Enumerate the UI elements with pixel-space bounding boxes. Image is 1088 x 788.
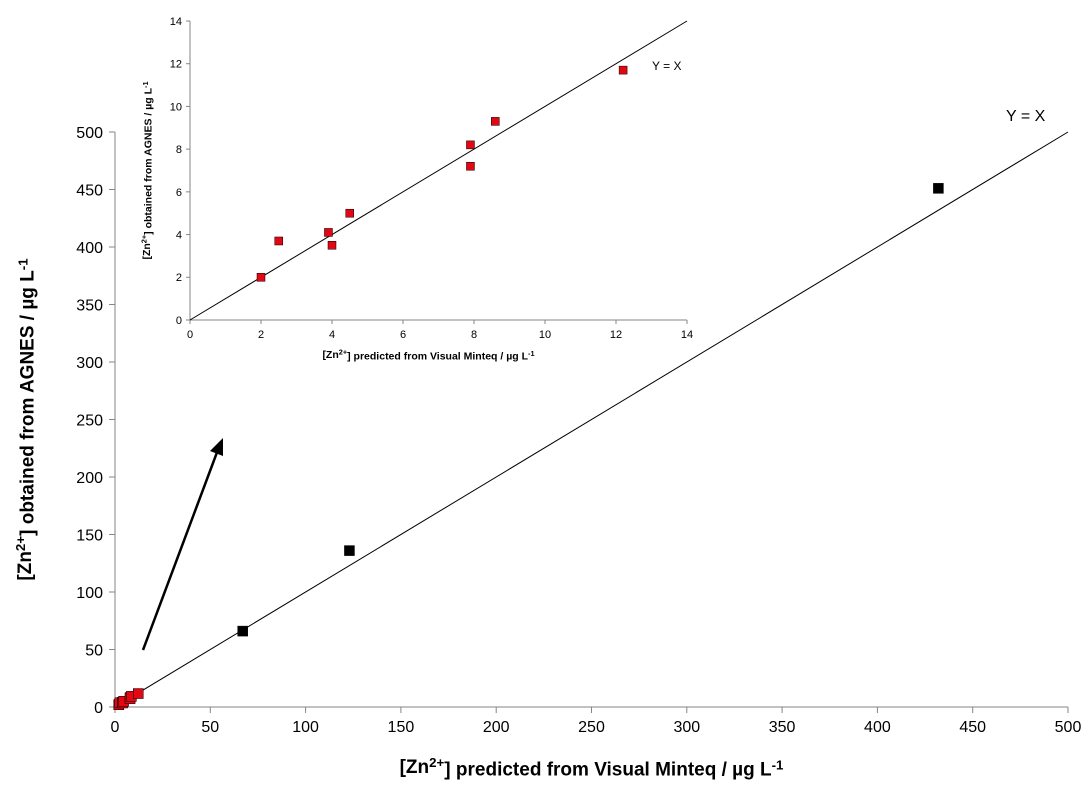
y-tick-label: 4 (176, 230, 182, 242)
y-tick-label: 10 (170, 101, 182, 113)
data-point (324, 228, 333, 237)
x-axis-title: [Zn2+] predicted from Visual Minteq / µg… (322, 348, 534, 363)
x-tick-label: 10 (539, 329, 551, 341)
y-tick-label: 14 (170, 16, 182, 28)
x-tick-label: 400 (864, 719, 891, 736)
data-point (618, 65, 628, 75)
data-point (256, 273, 266, 282)
y-tick-label: 2 (176, 272, 182, 284)
x-tick-label: 200 (483, 719, 510, 736)
x-tick-label: 150 (388, 719, 415, 736)
x-tick-label: 12 (610, 329, 622, 341)
arrow-annotation (141, 438, 223, 651)
identity-line-label: Y = X (1006, 108, 1046, 125)
data-point (344, 545, 355, 556)
x-tick-label: 2 (258, 329, 264, 341)
x-tick-label: 14 (681, 329, 693, 341)
main-chart: 0 50 100 150 200 250 300 350 400 450 5000501001502… (13, 108, 1081, 781)
x-tick-label: 8 (471, 329, 477, 341)
y-tick-label: 200 (76, 470, 103, 487)
y-tick-label: 50 (85, 642, 103, 659)
x-tick-label: 500 (1055, 719, 1082, 736)
x-tick-label: 0 (187, 329, 193, 341)
x-tick-label: 450 (959, 719, 986, 736)
y-tick-label: 250 (76, 412, 103, 429)
y-axis-title: [Zn2+] obtained from AGNES / µg L-1 (13, 258, 39, 581)
x-tick-label: 100 (292, 719, 319, 736)
data-point (345, 208, 354, 218)
identity-line (189, 20, 688, 321)
data-point (491, 117, 500, 126)
y-tick-label: 500 (76, 125, 103, 142)
y-tick-label: 8 (176, 144, 182, 156)
data-point (933, 183, 944, 194)
data-point (466, 140, 475, 150)
x-tick-label: 250 (578, 719, 605, 736)
y-tick-label: 450 (76, 182, 103, 199)
x-tick-label: 300 (673, 719, 700, 736)
x-tick-label: 4 (329, 329, 335, 341)
x-tick-label: 50 (201, 719, 219, 736)
x-tick-label: 0 (111, 719, 120, 736)
x-tick-label: 6 (400, 329, 406, 341)
y-tick-label: 350 (76, 297, 103, 314)
y-tick-label: 400 (76, 240, 103, 257)
identity-line-label: Y = X (652, 59, 681, 73)
y-axis-title: [Zn2+] obtained from AGNES / µg L-1 (140, 81, 155, 259)
y-tick-label: 150 (76, 527, 103, 544)
y-tick-label: 12 (170, 59, 182, 71)
arrow-shaft (141, 446, 221, 651)
data-point (237, 625, 248, 637)
data-point (327, 241, 337, 250)
y-tick-label: 6 (176, 187, 182, 199)
data-point (133, 688, 144, 699)
identity-line (114, 131, 1069, 708)
y-tick-label: 300 (76, 355, 103, 372)
x-tick-label: 350 (769, 719, 796, 736)
inset-chart: 0 2 4 6 8 10 12 14 0 2 4 6 8 10 12 14 Y = X [Zn2+] predic… (140, 16, 693, 362)
y-tick-label: 0 (176, 315, 182, 327)
x-axis-title: [Zn2+] predicted from Visual Minteq / µg… (400, 755, 784, 781)
data-point (274, 236, 283, 246)
y-tick-label: 100 (76, 585, 103, 602)
data-point (466, 161, 475, 171)
arrow-head (210, 438, 223, 456)
y-tick-label: 0 (94, 700, 103, 717)
